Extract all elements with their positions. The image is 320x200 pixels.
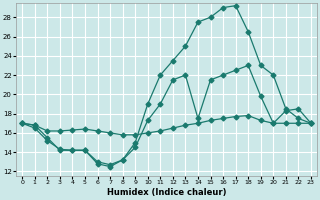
X-axis label: Humidex (Indice chaleur): Humidex (Indice chaleur) [107,188,226,197]
